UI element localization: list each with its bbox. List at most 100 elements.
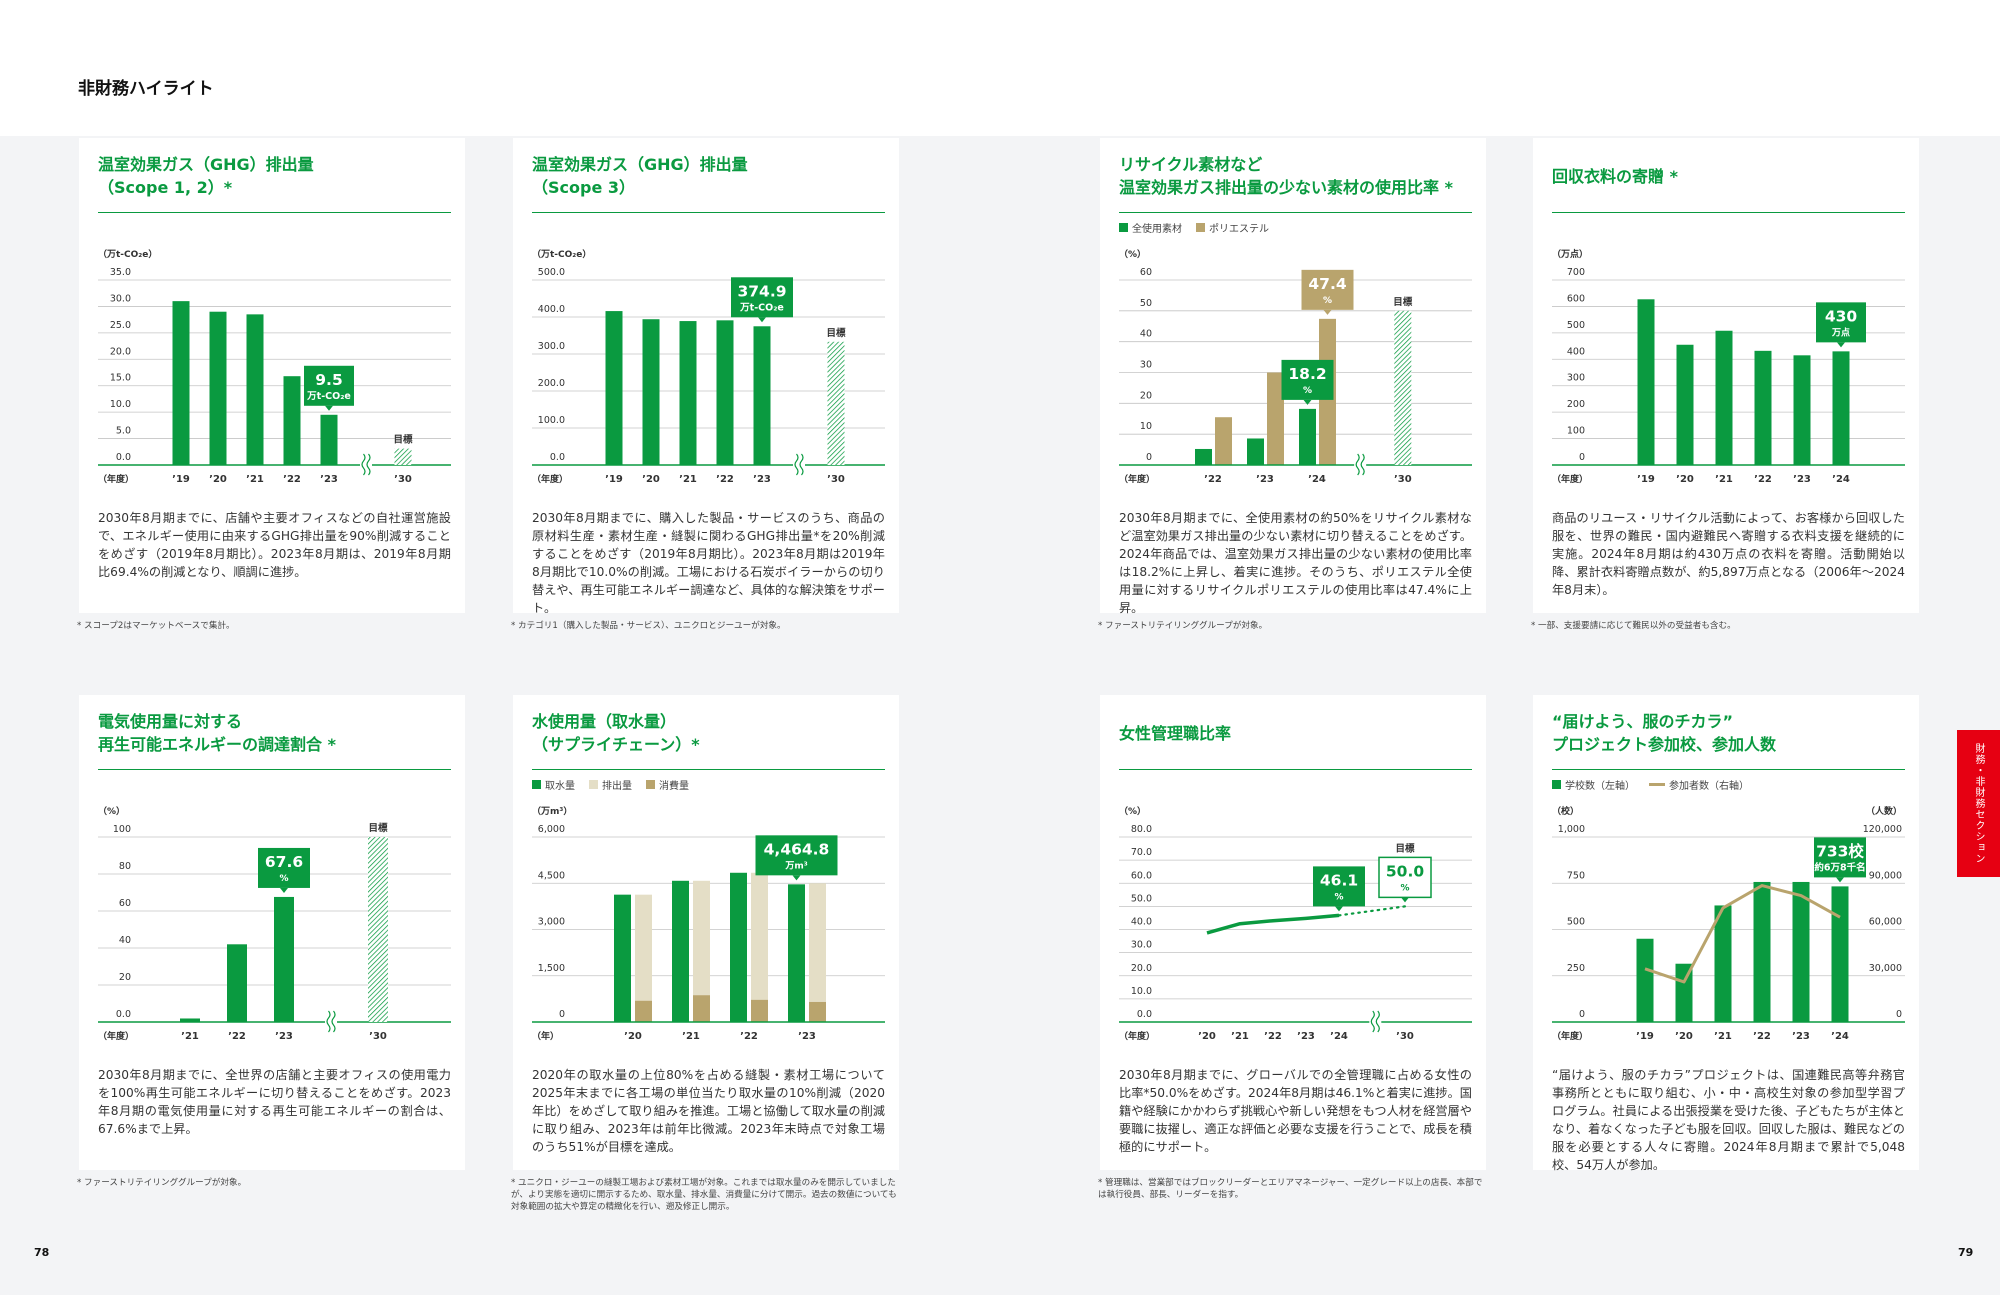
- y-tick-label: 60: [1140, 267, 1152, 278]
- bar: [1715, 330, 1733, 465]
- legend-item: 参加者数（右軸）: [1649, 777, 1749, 792]
- y-tick-label: 50.0: [1131, 893, 1152, 904]
- x-tick-label: ’22: [228, 1031, 246, 1042]
- axis-break-icon: [1354, 453, 1367, 476]
- page-title: 非財務ハイライト: [78, 79, 214, 99]
- callout-box: [755, 835, 838, 876]
- panel-title-line: 電気使用量に対する: [98, 712, 243, 731]
- bar: [320, 414, 338, 465]
- title-rule: [532, 769, 885, 770]
- chart-legend: 学校数（左軸） 参加者数（右軸）: [1552, 777, 1749, 792]
- panel-description: 2030年8月期までに、グローバルでの全管理職に占める女性の比率*50.0%をめ…: [1119, 1068, 1472, 1154]
- x-tick-label: ’20: [209, 474, 227, 485]
- callout-unit: 万t-CO₂e: [739, 302, 784, 313]
- y-tick-label: 30.0: [1131, 940, 1152, 951]
- panel-title: 電気使用量に対する 再生可能エネルギーの調達割合 *: [98, 707, 448, 759]
- title-rule: [98, 769, 451, 770]
- series-line: [1206, 913, 1340, 935]
- callout-unit: %: [1400, 883, 1409, 893]
- bar: [693, 995, 710, 1022]
- bar: [1675, 963, 1693, 1022]
- callout-box: [258, 847, 310, 888]
- y-tick-label: 4,500: [538, 870, 565, 881]
- panel-title-line: 水使用量（取水量）: [532, 712, 677, 731]
- y-tick-label: 3,000: [538, 917, 565, 928]
- x-tick-label-target: ’30: [827, 474, 845, 485]
- bar: [180, 1018, 200, 1022]
- x-tick-label: ’23: [753, 474, 771, 485]
- bar: [1714, 905, 1732, 1022]
- y-axis-unit: （%）: [1119, 249, 1146, 260]
- x-tick-label: ’19: [1637, 474, 1655, 485]
- y-tick-label: 0.0: [1137, 1009, 1152, 1020]
- x-tick-label: ’23: [1297, 1031, 1315, 1042]
- callout-pointer: [1335, 906, 1343, 912]
- y-tick-label: 50: [1140, 298, 1152, 309]
- bar: [1195, 448, 1212, 465]
- panel-footnote: * ファーストリテイリンググループが対象。: [77, 1178, 247, 1188]
- legend-square-swatch: [646, 780, 655, 789]
- callout-pointer: [280, 887, 288, 893]
- chart-legend: 取水量 排出量 消費量: [532, 777, 689, 792]
- y-axis-unit: （万m³）: [532, 806, 572, 817]
- legend-line-swatch: [1649, 783, 1665, 786]
- y-tick-label: 40: [1140, 329, 1152, 340]
- panel-description: 2030年8月期までに、店舗や主要オフィスなどの自社運営施設で、エネルギー使用に…: [98, 511, 451, 579]
- panel-footnote: * ユニクロ・ジーユーの縫製工場および素材工場が対象。これまでは取水量のみを開示…: [511, 1178, 897, 1212]
- chart: 0.0 5.0 10.0 15.0 20.0 25.0 30.0 35.0 （万t-CO₂e） （…: [98, 249, 451, 485]
- y-tick-label: 400.0: [538, 304, 565, 315]
- y-tick-label: 0.0: [550, 452, 565, 463]
- bar: [730, 872, 747, 1022]
- x-tick-label: ’24: [1832, 474, 1850, 485]
- bar: [716, 320, 734, 465]
- x-tick-label: ’21: [1714, 1031, 1732, 1042]
- section-tab[interactable]: 財務・非財務セクション: [1957, 730, 2000, 877]
- y-tick-label: 200.0: [538, 378, 565, 389]
- x-tick-label: ’22: [1753, 1031, 1771, 1042]
- callout-pointer: [758, 317, 766, 323]
- x-tick-label: ’22: [716, 474, 734, 485]
- x-axis-unit: （年度）: [98, 1030, 134, 1042]
- axis-break-wave: [361, 453, 366, 476]
- bar: [246, 314, 264, 465]
- x-tick-label-target: ’30: [394, 474, 412, 485]
- y-axis-unit: （校）: [1552, 805, 1579, 817]
- x-tick-label: ’19: [1636, 1031, 1654, 1042]
- y-tick-label: 40: [119, 935, 131, 946]
- callout-value: 67.6: [265, 853, 303, 871]
- chart: 0 1,500 3,000 4,500 6,000 （万m³） （年） ’20 ’21 ’22 ’2…: [532, 806, 885, 1042]
- bar: [605, 311, 623, 465]
- y-tick-label: 20: [1140, 390, 1152, 401]
- target-marker-label: 目標: [393, 434, 413, 446]
- x-tick-label: ’21: [1231, 1031, 1249, 1042]
- title-rule: [1119, 769, 1472, 770]
- callout-unit: %: [279, 874, 288, 884]
- callout-pointer: [1303, 399, 1312, 405]
- callout-value: 9.5: [315, 371, 342, 389]
- callout-value: 46.1: [1320, 871, 1358, 889]
- highlight-panel: リサイクル素材など 温室効果ガス排出量の少ない素材の使用比率 * 全使用素材 ポリエス…: [1098, 138, 1486, 631]
- axis-break-wave: [1360, 453, 1365, 476]
- bar: [1676, 344, 1694, 465]
- target-marker-label: 目標: [1393, 296, 1413, 308]
- x-tick-label: ’22: [1204, 474, 1222, 485]
- target-bar: [1394, 310, 1412, 465]
- panel-description: 2030年8月期までに、全世界の店舗と主要オフィスの使用電力を100%再生可能エ…: [98, 1068, 451, 1136]
- value-callout: 9.5 万t-CO₂e: [304, 365, 354, 411]
- title-rule: [1552, 212, 1905, 213]
- bar: [788, 884, 805, 1022]
- panel-footnote: * スコープ2はマーケットベースで集計。: [77, 621, 235, 631]
- callout-value: 4,464.8: [764, 840, 830, 858]
- axis-break-wave: [1370, 1010, 1375, 1033]
- x-tick-label: ’19: [605, 474, 623, 485]
- panel-title: 温室効果ガス（GHG）排出量 （Scope 1, 2）*: [98, 150, 448, 202]
- panel-title-line: 回収衣料の寄贈 *: [1552, 166, 1678, 186]
- x-tick-label: ’22: [1754, 474, 1772, 485]
- bar: [642, 319, 660, 465]
- x-tick-label: ’23: [320, 474, 338, 485]
- callout-unit: 万点: [1831, 326, 1850, 338]
- axis-break-icon: [360, 453, 372, 476]
- panel-description: 2030年8月期までに、購入した製品・サービスのうち、商品の原材料生産・素材生産…: [532, 511, 885, 615]
- y-right-tick-label: 60,000: [1869, 917, 1902, 928]
